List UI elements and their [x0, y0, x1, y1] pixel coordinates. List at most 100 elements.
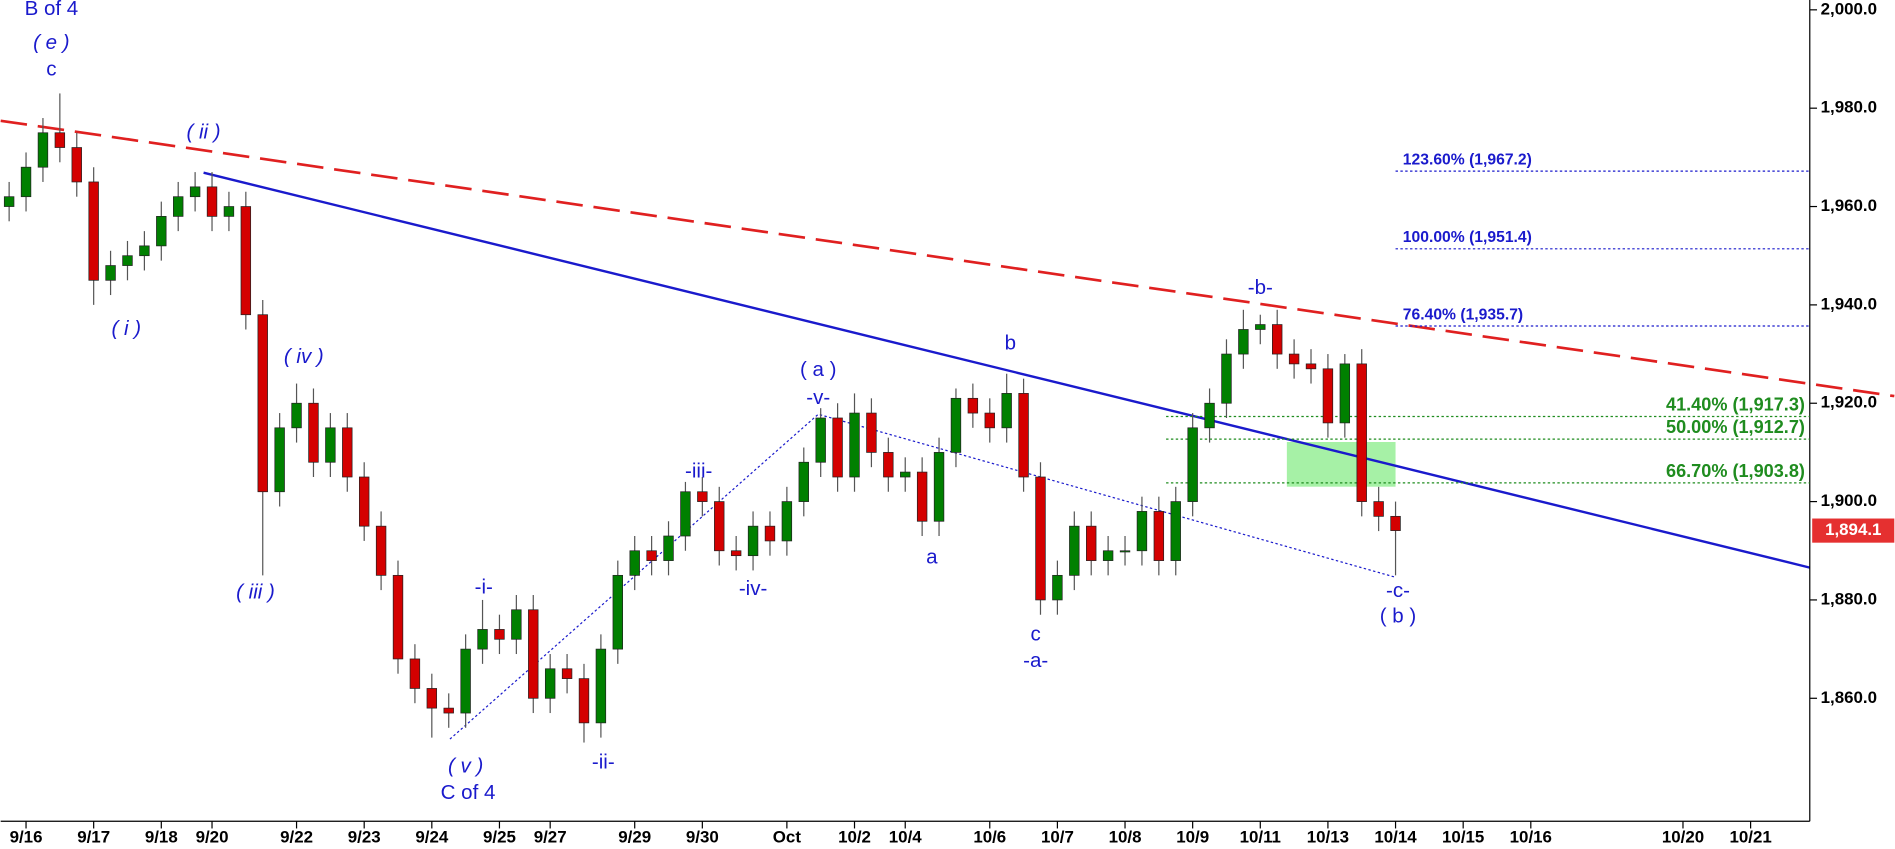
x-tick-label: 10/11	[1240, 828, 1281, 847]
candle-body	[54, 132, 66, 148]
candle-body	[578, 678, 590, 724]
candle-body	[883, 452, 894, 478]
last-price-tag	[1812, 518, 1895, 543]
fib-label: 50.00% (1,912.7)	[1666, 417, 1805, 437]
channel-line	[449, 413, 1396, 740]
x-tick-label: 10/8	[1109, 828, 1142, 847]
wave-label: -b-	[1248, 276, 1273, 299]
candle-body	[916, 471, 928, 522]
candle-body	[3, 196, 15, 207]
candle-body	[866, 412, 877, 453]
x-tick-label: 9/27	[534, 828, 567, 847]
candle-body	[967, 397, 979, 414]
candle-body	[561, 668, 573, 679]
candle-body	[663, 535, 674, 561]
candle-body	[1001, 393, 1012, 429]
x-tick-label: 9/17	[77, 828, 110, 847]
wave-label: -a-	[1023, 649, 1048, 672]
x-tick-label: 9/25	[483, 828, 516, 847]
candle-body	[139, 245, 150, 257]
candle-body	[528, 609, 539, 699]
x-tick-label: 9/29	[618, 828, 651, 847]
candle-body	[274, 427, 285, 493]
x-tick-label: 10/21	[1729, 828, 1771, 847]
x-tick-label: 10/6	[973, 828, 1006, 847]
trendline	[203, 171, 1811, 569]
fib-label: 76.40% (1,935.7)	[1403, 306, 1523, 323]
candle-body	[730, 550, 742, 557]
candle-body	[933, 452, 945, 522]
candle-body	[1305, 363, 1317, 370]
wave-label: ( e )	[33, 31, 69, 54]
wave-label: -v-	[806, 386, 830, 409]
wave-label: -c-	[1386, 579, 1410, 602]
candle-body	[1221, 353, 1232, 404]
y-tick-label: 1,880.0	[1821, 589, 1877, 608]
candle-body	[443, 707, 454, 714]
last-price-label: 1,894.1	[1825, 520, 1881, 539]
candle-body	[291, 402, 302, 429]
fib-label: 100.00% (1,951.4)	[1403, 229, 1532, 246]
candle-body	[460, 648, 471, 714]
x-tick-label: 10/9	[1176, 828, 1209, 847]
candle-body	[392, 574, 404, 660]
wave-label: -ii-	[592, 751, 615, 774]
x-tick-label: 10/13	[1307, 828, 1349, 847]
target-zone	[1286, 442, 1396, 487]
x-tick-label: 9/24	[415, 828, 448, 847]
candle-body	[1170, 501, 1181, 561]
x-tick-label: 10/7	[1041, 828, 1074, 847]
candle-body	[189, 186, 201, 198]
candle-body	[494, 629, 505, 640]
candle-body	[308, 402, 319, 463]
candle-body	[122, 255, 133, 266]
candle-body	[375, 525, 387, 576]
candle-body	[612, 574, 623, 650]
candle-body	[1187, 427, 1198, 502]
candle-body	[1069, 525, 1080, 576]
candle-body	[747, 525, 759, 557]
candle-body	[1322, 368, 1334, 424]
y-tick-label: 2,000.0	[1821, 0, 1877, 18]
candle-body	[511, 609, 522, 640]
wave-label: ( iii )	[236, 580, 275, 603]
wave-labels: B of 4 ( e ) c ( ii ) ( i ) ( iv ) ( iii…	[25, 0, 1417, 804]
candle-body	[1238, 329, 1249, 355]
candle-body	[37, 132, 49, 168]
fib-label: 41.40% (1,917.3)	[1666, 394, 1805, 414]
wave-label: a	[926, 545, 938, 568]
candle-body	[88, 181, 99, 281]
candle-body	[544, 668, 556, 699]
wave-label: B of 4	[25, 0, 79, 20]
candle-body	[595, 648, 607, 724]
candle-body	[900, 471, 911, 478]
x-tick-label: 9/30	[686, 828, 719, 847]
candle-body	[1018, 393, 1029, 478]
resistance-trendline	[0, 119, 1895, 398]
candle-body	[325, 427, 336, 463]
wave-label: ( v )	[448, 754, 483, 777]
candle-body	[1390, 515, 1401, 531]
candle-body	[477, 629, 488, 650]
candle-body	[257, 314, 268, 493]
candle-body	[950, 397, 962, 453]
candle-body	[1052, 574, 1063, 601]
candle-body	[629, 550, 640, 576]
fib-label: 123.60% (1,967.2)	[1403, 151, 1532, 168]
candle-body	[71, 147, 82, 183]
candle-body	[1136, 511, 1148, 552]
candle-body	[240, 206, 252, 316]
wave-label: C of 4	[441, 781, 496, 804]
wave-label: -iii-	[685, 460, 712, 483]
candle-body	[764, 525, 776, 542]
candle-body	[1339, 363, 1351, 424]
x-tick-label: 9/16	[10, 828, 43, 847]
candle-body	[815, 417, 826, 463]
candle-body	[409, 658, 421, 689]
x-tick-label: 10/20	[1662, 828, 1704, 847]
x-tick-label: 9/22	[280, 828, 313, 847]
candle-body	[697, 491, 708, 502]
candle-body	[1102, 550, 1114, 561]
candle-body	[156, 216, 167, 247]
